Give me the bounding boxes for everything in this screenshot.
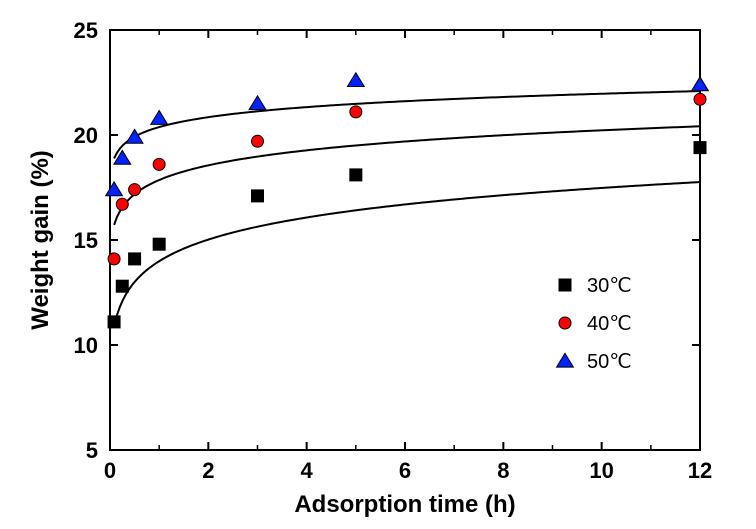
data-point: [129, 184, 141, 196]
x-tick-label: 0: [104, 458, 116, 483]
data-point: [559, 279, 571, 291]
y-axis-label: Weight gain (%): [27, 150, 54, 330]
y-tick-label: 15: [74, 228, 98, 253]
data-point: [252, 135, 264, 147]
legend-label: 30℃: [587, 275, 632, 297]
data-point: [252, 190, 264, 202]
y-tick-label: 25: [74, 18, 98, 43]
y-tick-label: 20: [74, 123, 98, 148]
data-point: [116, 280, 128, 292]
data-point: [350, 106, 362, 118]
legend-label: 40℃: [587, 313, 632, 335]
data-point: [108, 253, 120, 265]
x-axis-label: Adsorption time (h): [294, 491, 515, 518]
data-point: [116, 198, 128, 210]
x-tick-label: 6: [399, 458, 411, 483]
data-point: [350, 169, 362, 181]
legend-label: 50℃: [587, 351, 632, 373]
x-tick-label: 10: [589, 458, 613, 483]
x-tick-label: 12: [688, 458, 712, 483]
data-point: [153, 158, 165, 170]
data-point: [153, 238, 165, 250]
x-tick-label: 4: [301, 458, 314, 483]
x-tick-label: 2: [202, 458, 214, 483]
data-point: [559, 317, 571, 329]
data-point: [129, 253, 141, 265]
data-point: [694, 142, 706, 154]
data-point: [108, 316, 120, 328]
data-point: [694, 93, 706, 105]
weight-gain-chart: 0 2 4 6 8 10 12 5 10 15 20 25 Adsorption time (h) Wei…: [0, 0, 756, 529]
x-tick-label: 8: [497, 458, 509, 483]
y-tick-label: 5: [86, 438, 98, 463]
y-tick-label: 10: [74, 333, 98, 358]
